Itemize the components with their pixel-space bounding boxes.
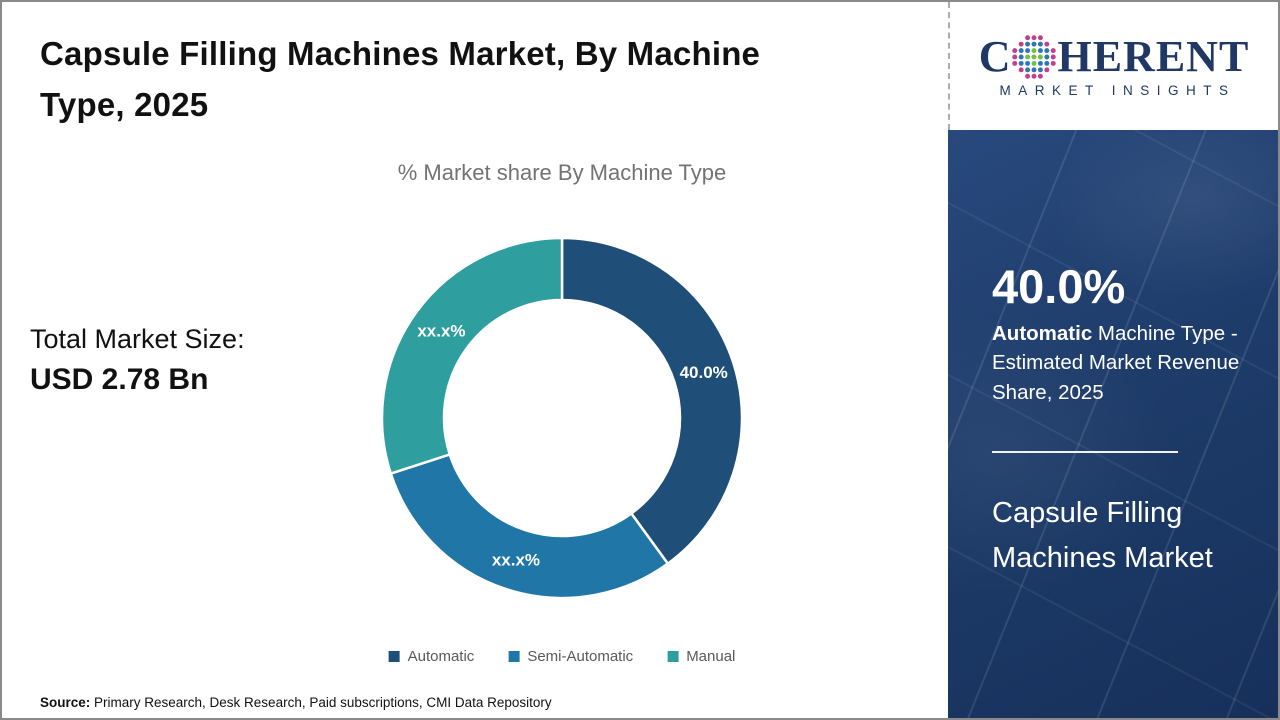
legend-item-automatic: Automatic <box>388 648 475 665</box>
donut-chart: 40.0% xx.x% xx.x% <box>380 236 744 600</box>
sidebar-stat-description: Automatic Machine Type - Estimated Marke… <box>992 319 1248 406</box>
sidebar: 40.0% Automatic Machine Type - Estimated… <box>948 130 1278 718</box>
legend-label: Automatic <box>407 648 475 665</box>
legend-swatch-semi-automatic <box>508 651 520 662</box>
total-market-size: Total Market Size: USD 2.78 Bn <box>30 324 245 397</box>
legend-swatch-manual <box>667 651 679 662</box>
legend-label: Semi-Automatic <box>527 648 634 665</box>
legend-label: Manual <box>686 648 736 665</box>
logo-letters-herent: HERENT <box>1057 31 1250 81</box>
legend-item-manual: Manual <box>667 648 735 665</box>
sidebar-stat-rest: Machine Type - Estimated Market Revenue … <box>992 322 1240 404</box>
donut-segment-semi-automatic <box>389 453 670 600</box>
sidebar-market-name: Capsule Filling Machines Market <box>992 496 1213 575</box>
logo-globe-icon <box>1012 34 1057 79</box>
sidebar-divider <box>992 450 1178 453</box>
sidebar-stat-segment-name: Automatic <box>992 322 1093 346</box>
chart-legend: Automatic Semi-Automatic Manual <box>388 648 735 665</box>
donut-segment-manual <box>380 236 564 475</box>
logo-subtitle: MARKET INSIGHTS <box>999 82 1236 98</box>
legend-item-semi-automatic: Semi-Automatic <box>508 648 633 665</box>
donut-segment-label: xx.x% <box>417 321 465 340</box>
total-market-size-label: Total Market Size: <box>30 324 245 354</box>
source-text: Primary Research, Desk Research, Paid su… <box>90 695 552 710</box>
source-line: Source: Primary Research, Desk Research,… <box>40 695 552 710</box>
logo-wordmark: C HERENT <box>978 31 1250 81</box>
sidebar-stat-value: 40.0% <box>992 260 1126 313</box>
logo-letter-c: C <box>978 31 1012 81</box>
total-market-size-value: USD 2.78 Bn <box>30 363 209 396</box>
logo-box: C HERENT MARKET INSIGHTS <box>948 2 1278 130</box>
chart-title: % Market share By Machine Type <box>397 160 727 185</box>
donut-segment-label: 40.0% <box>680 363 728 382</box>
source-label: Source: <box>40 695 91 710</box>
donut-segment-label: xx.x% <box>492 551 540 570</box>
page-title: Capsule Filling Machines Market, By Mach… <box>40 35 761 124</box>
donut-segment-automatic <box>560 236 744 565</box>
legend-swatch-automatic <box>388 651 400 662</box>
